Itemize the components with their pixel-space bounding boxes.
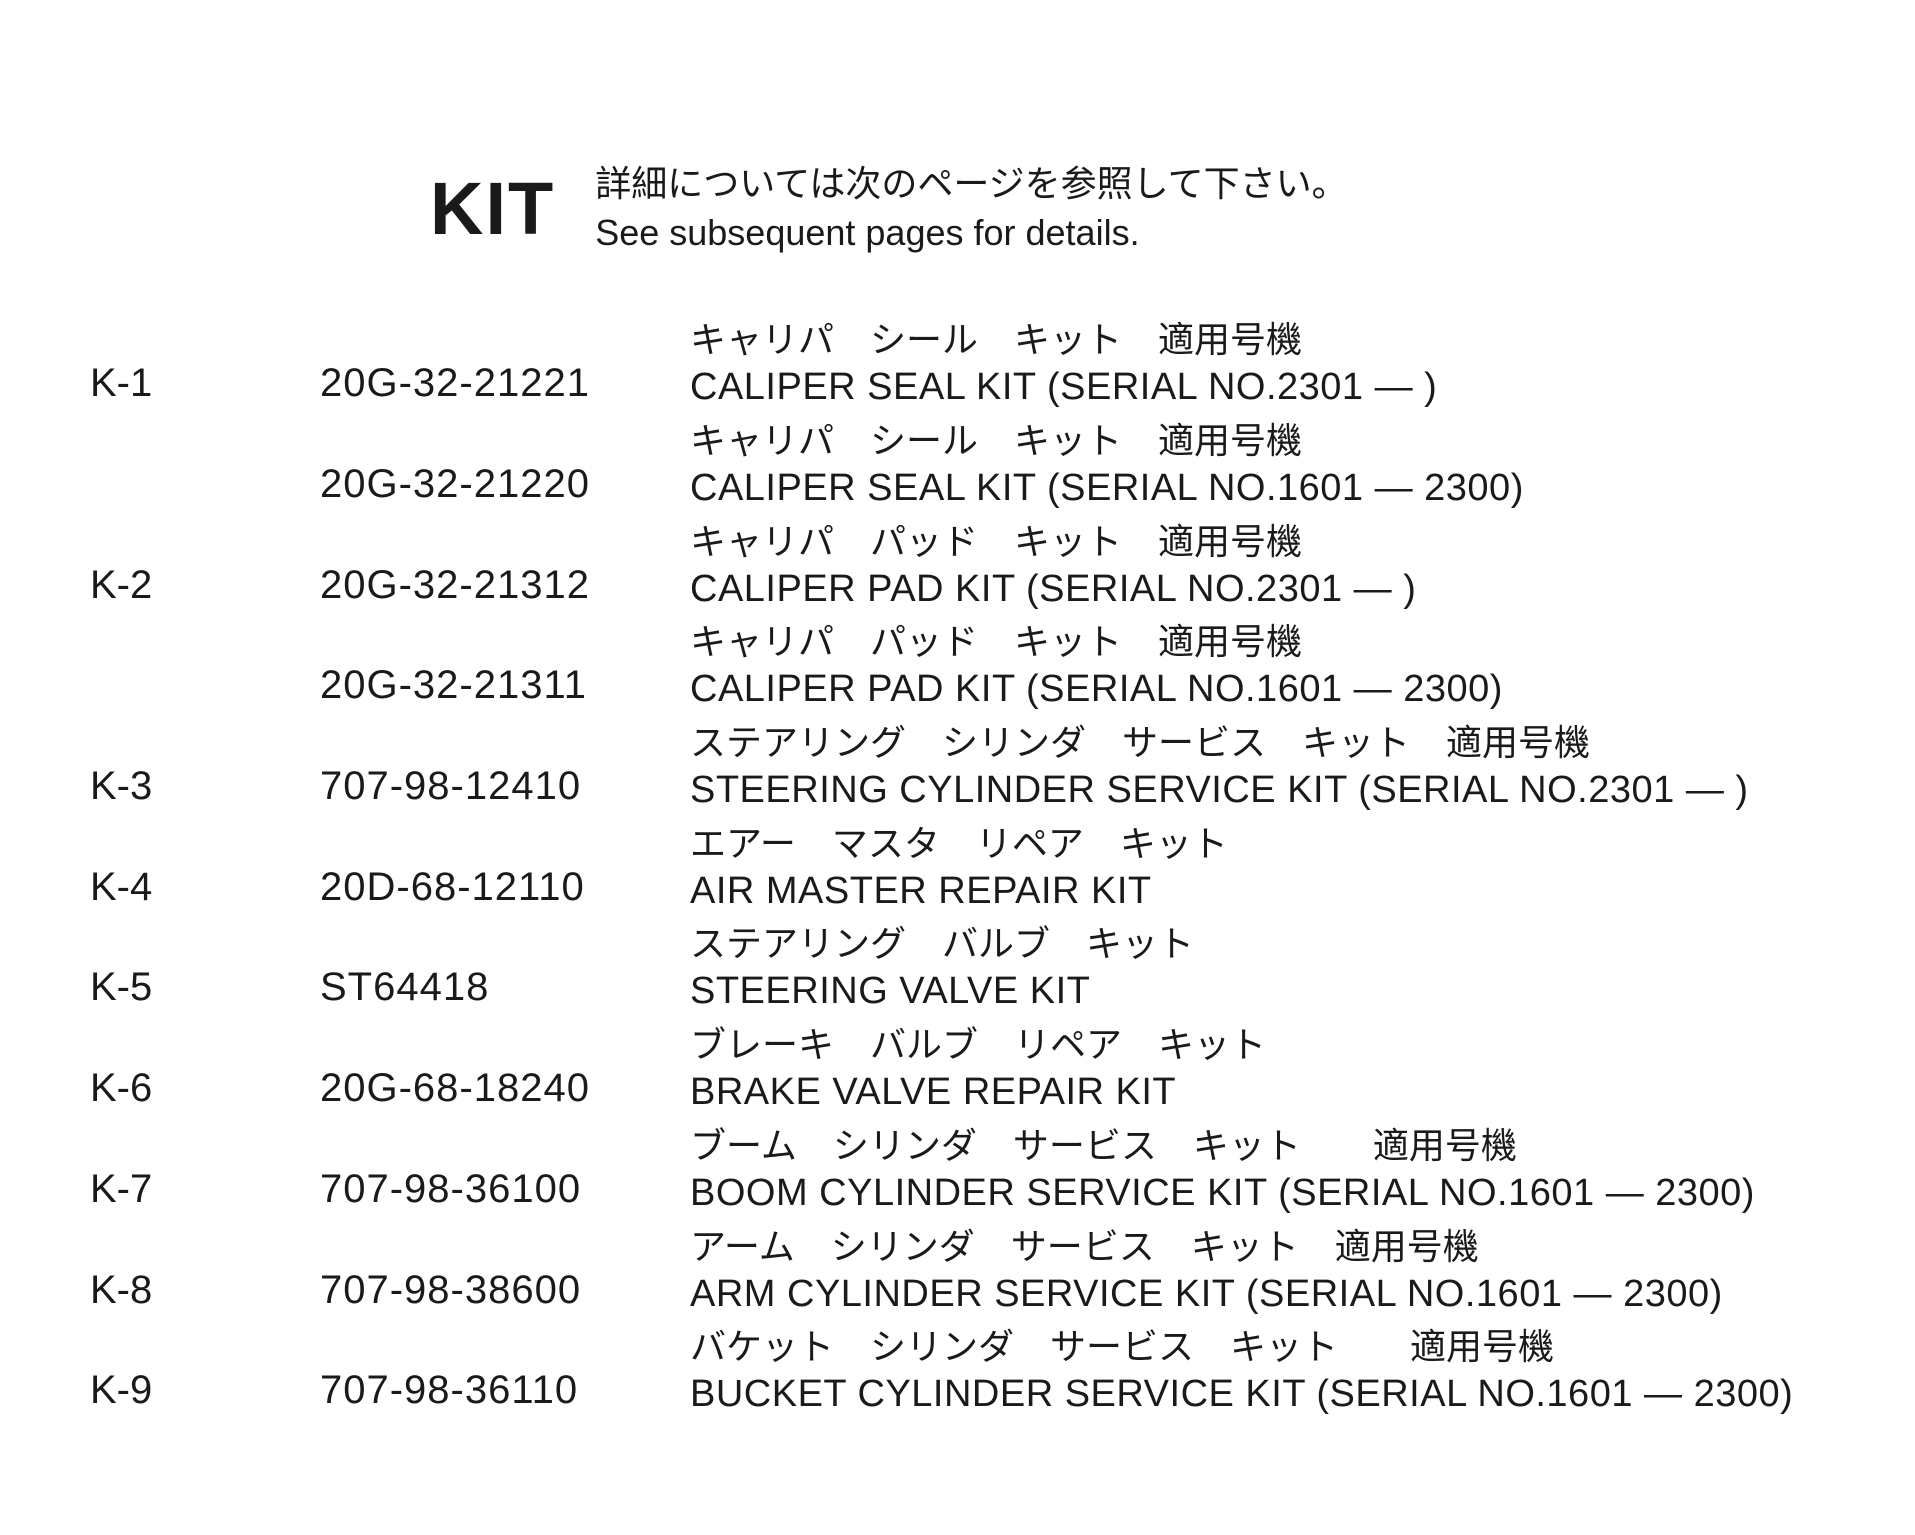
desc-jp: アーム シリンダ サービス キット 適用号機 [690, 1224, 1825, 1270]
desc-jp: ブーム シリンダ サービス キット 適用号機 [690, 1123, 1825, 1169]
part-cell: 20G-32-21221 [320, 317, 690, 406]
desc-en: CALIPER SEAL KIT (SERIAL NO.2301 — ) [690, 363, 1825, 412]
page: KIT 詳細については次のページを参照して下さい。 See subsequent… [0, 0, 1915, 1535]
desc-jp: キャリパ パッド キット 適用号機 [690, 619, 1825, 665]
desc-en: BRAKE VALVE REPAIR KIT [690, 1068, 1825, 1117]
desc-jp: ステアリング シリンダ サービス キット 適用号機 [690, 720, 1825, 766]
part-cell: 707-98-38600 [320, 1224, 690, 1313]
part-cell: 20G-32-21220 [320, 418, 690, 507]
desc-jp: エアー マスタ リペア キット [690, 821, 1825, 867]
desc-cell: アーム シリンダ サービス キット 適用号機 ARM CYLINDER SERV… [690, 1224, 1825, 1319]
ref-cell: K-2 [90, 519, 320, 608]
desc-en: CALIPER SEAL KIT (SERIAL NO.1601 — 2300) [690, 464, 1825, 513]
kit-row: 20G-32-21220 キャリパ シール キット 適用号機 CALIPER S… [90, 418, 1825, 513]
kit-row: K-8 707-98-38600 アーム シリンダ サービス キット 適用号機 … [90, 1224, 1825, 1319]
desc-cell: キャリパ パッド キット 適用号機 CALIPER PAD KIT (SERIA… [690, 519, 1825, 614]
header-sublines: 詳細については次のページを参照して下さい。 See subsequent pag… [595, 160, 1347, 257]
desc-en: ARM CYLINDER SERVICE KIT (SERIAL NO.1601… [690, 1270, 1825, 1319]
part-cell: 20G-32-21312 [320, 519, 690, 608]
desc-jp: ステアリング バルブ キット [690, 921, 1825, 967]
desc-en: AIR MASTER REPAIR KIT [690, 867, 1825, 916]
desc-cell: キャリパ シール キット 適用号機 CALIPER SEAL KIT (SERI… [690, 418, 1825, 513]
desc-en: CALIPER PAD KIT (SERIAL NO.2301 — ) [690, 565, 1825, 614]
ref-cell: K-3 [90, 720, 320, 809]
desc-en: CALIPER PAD KIT (SERIAL NO.1601 — 2300) [690, 665, 1825, 714]
desc-jp: キャリパ パッド キット 適用号機 [690, 519, 1825, 565]
kit-row: K-1 20G-32-21221 キャリパ シール キット 適用号機 CALIP… [90, 317, 1825, 412]
ref-cell: K-4 [90, 821, 320, 910]
ref-cell: K-6 [90, 1022, 320, 1111]
ref-cell: K-7 [90, 1123, 320, 1212]
desc-cell: エアー マスタ リペア キット AIR MASTER REPAIR KIT [690, 821, 1825, 916]
kit-row: K-6 20G-68-18240 ブレーキ バルブ リペア キット BRAKE … [90, 1022, 1825, 1117]
ref-cell: K-9 [90, 1324, 320, 1413]
kit-row: K-9 707-98-36110 バケット シリンダ サービス キット 適用号機… [90, 1324, 1825, 1419]
desc-jp: バケット シリンダ サービス キット 適用号機 [690, 1324, 1825, 1370]
desc-en: BOOM CYLINDER SERVICE KIT (SERIAL NO.160… [690, 1169, 1825, 1218]
header-sub-jp: 詳細については次のページを参照して下さい。 [595, 160, 1347, 209]
part-cell: 707-98-12410 [320, 720, 690, 809]
header-sub-en: See subsequent pages for details. [595, 209, 1347, 258]
desc-jp: キャリパ シール キット 適用号機 [690, 418, 1825, 464]
part-cell: 707-98-36110 [320, 1324, 690, 1413]
desc-cell: ステアリング バルブ キット STEERING VALVE KIT [690, 921, 1825, 1016]
desc-cell: ステアリング シリンダ サービス キット 適用号機 STEERING CYLIN… [690, 720, 1825, 815]
desc-cell: バケット シリンダ サービス キット 適用号機 BUCKET CYLINDER … [690, 1324, 1825, 1419]
ref-cell [90, 418, 320, 462]
kit-title: KIT [430, 166, 555, 251]
ref-cell [90, 619, 320, 663]
part-cell: 20G-68-18240 [320, 1022, 690, 1111]
kit-row: K-7 707-98-36100 ブーム シリンダ サービス キット 適用号機 … [90, 1123, 1825, 1218]
ref-cell: K-1 [90, 317, 320, 406]
kit-row: K-4 20D-68-12110 エアー マスタ リペア キット AIR MAS… [90, 821, 1825, 916]
part-cell: 20D-68-12110 [320, 821, 690, 910]
desc-cell: キャリパ シール キット 適用号機 CALIPER SEAL KIT (SERI… [690, 317, 1825, 412]
desc-jp: ブレーキ バルブ リペア キット [690, 1022, 1825, 1068]
ref-cell: K-8 [90, 1224, 320, 1313]
kit-row: 20G-32-21311 キャリパ パッド キット 適用号機 CALIPER P… [90, 619, 1825, 714]
kit-list: K-1 20G-32-21221 キャリパ シール キット 適用号機 CALIP… [90, 317, 1825, 1419]
desc-en: BUCKET CYLINDER SERVICE KIT (SERIAL NO.1… [690, 1370, 1825, 1419]
part-cell: ST64418 [320, 921, 690, 1010]
part-cell: 20G-32-21311 [320, 619, 690, 708]
kit-row: K-3 707-98-12410 ステアリング シリンダ サービス キット 適用… [90, 720, 1825, 815]
desc-jp: キャリパ シール キット 適用号機 [690, 317, 1825, 363]
desc-en: STEERING VALVE KIT [690, 967, 1825, 1016]
part-cell: 707-98-36100 [320, 1123, 690, 1212]
desc-cell: ブレーキ バルブ リペア キット BRAKE VALVE REPAIR KIT [690, 1022, 1825, 1117]
desc-cell: キャリパ パッド キット 適用号機 CALIPER PAD KIT (SERIA… [690, 619, 1825, 714]
header: KIT 詳細については次のページを参照して下さい。 See subsequent… [430, 160, 1825, 257]
desc-en: STEERING CYLINDER SERVICE KIT (SERIAL NO… [690, 766, 1825, 815]
ref-cell: K-5 [90, 921, 320, 1010]
kit-row: K-5 ST64418 ステアリング バルブ キット STEERING VALV… [90, 921, 1825, 1016]
kit-row: K-2 20G-32-21312 キャリパ パッド キット 適用号機 CALIP… [90, 519, 1825, 614]
desc-cell: ブーム シリンダ サービス キット 適用号機 BOOM CYLINDER SER… [690, 1123, 1825, 1218]
